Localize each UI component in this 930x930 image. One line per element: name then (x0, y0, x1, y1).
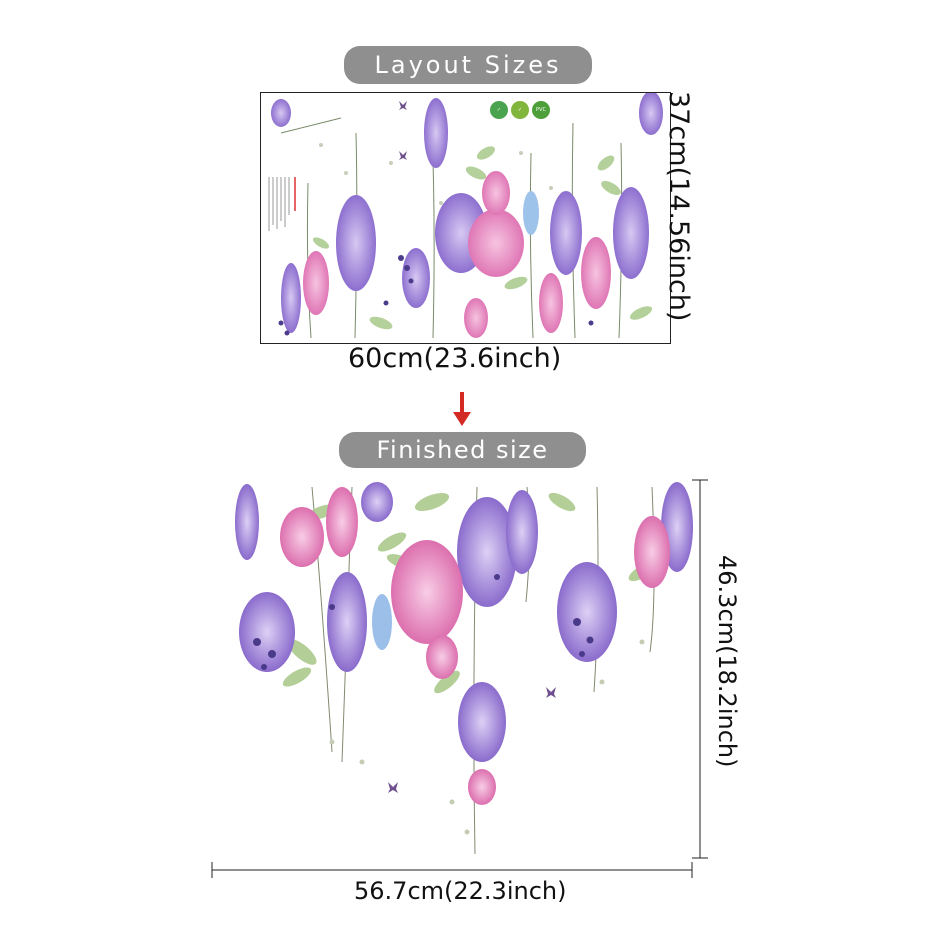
layout-sheet-artwork (271, 93, 663, 339)
finished-wall-artwork (235, 482, 693, 855)
finished-width-dimension-line (211, 862, 693, 878)
eco-badge-icon: ✓ (490, 101, 508, 119)
quality-badge-icon: ✓ (511, 101, 529, 119)
finished-width-label: 56.7cm(22.3inch) (354, 877, 567, 905)
down-arrow-icon (453, 392, 471, 426)
finished-height-dimension-line (692, 479, 708, 859)
layout-sheet-image: ✓ ✓ PVC (260, 92, 671, 344)
layout-sizes-label: Layout Sizes (344, 46, 592, 84)
finished-size-label: Finished size (339, 432, 586, 468)
certification-badges: ✓ ✓ PVC (490, 101, 550, 119)
layout-height-label: 37cm(14.56inch) (663, 91, 694, 322)
instruction-text-block (268, 177, 296, 231)
pvc-badge-icon: PVC (532, 101, 550, 119)
finished-height-label: 46.3cm(18.2inch) (713, 555, 741, 768)
layout-width-label: 60cm(23.6inch) (348, 343, 562, 374)
